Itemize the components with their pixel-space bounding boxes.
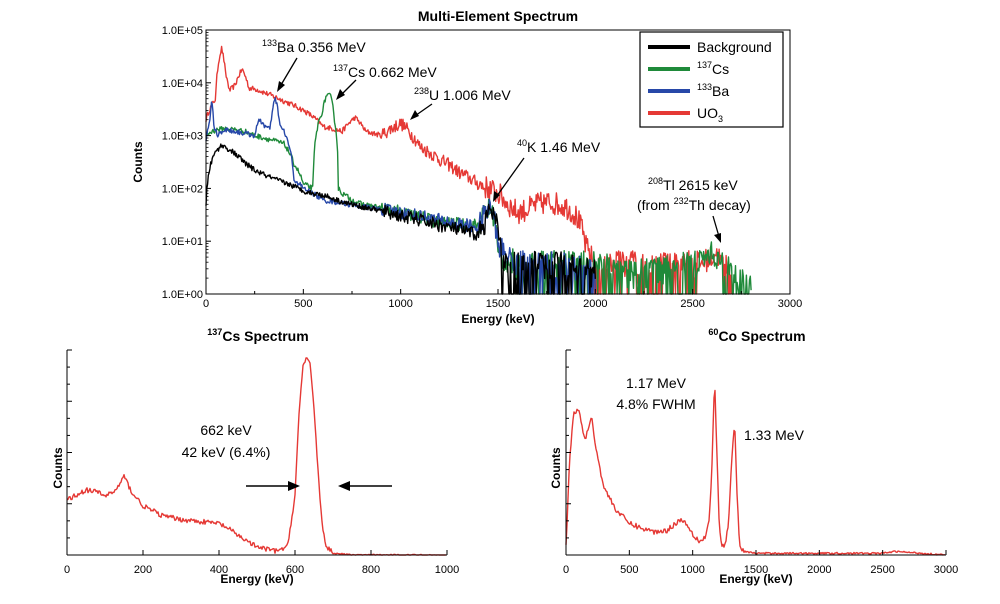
tl208-peak-label: 208Tl 2615 keV xyxy=(648,176,738,193)
co60-spectrum-title: 60Co Spectrum xyxy=(708,327,805,344)
legend-label-background: Background xyxy=(697,39,772,55)
cs137-x-axis-label: Energy (keV) xyxy=(220,572,293,586)
ba133-peak-label: 133Ba 0.356 MeV xyxy=(262,38,366,55)
co60-peak2-energy-label: 1.33 MeV xyxy=(744,427,805,443)
background-series-line xyxy=(205,143,596,295)
multi-element-x-tick-label: 1500 xyxy=(486,298,510,310)
multi-element-title: Multi-Element Spectrum xyxy=(418,8,578,24)
multi-element-x-tick-label: 2000 xyxy=(583,298,607,310)
co60-panel: 60Co Spectrum 0 500 1000 1500 2000 2500 3000 E… xyxy=(549,327,958,586)
cs137-peak-label: 137Cs 0.662 MeV xyxy=(333,63,437,80)
fwhm-right-arrowhead xyxy=(338,481,350,491)
multi-element-y-tick-label: 1.0E+02 xyxy=(162,183,203,195)
multi-element-legend: Background 137Cs 133Ba UO3 xyxy=(639,31,784,128)
k40-arrow xyxy=(493,157,525,201)
multi-element-y-tick-label: 1.0E+03 xyxy=(162,131,203,143)
x-tick-label: 2500 xyxy=(870,564,894,576)
legend-label-ba133: 133Ba xyxy=(697,82,729,99)
k40-peak-label: 40K 1.46 MeV xyxy=(517,138,601,155)
cs137-spectrum-title: 137Cs Spectrum xyxy=(207,327,308,344)
co60-peak1-energy-label: 1.17 MeV xyxy=(626,375,687,391)
u238-peak-label: 238U 1.006 MeV xyxy=(414,86,511,103)
x-tick-label: 600 xyxy=(286,564,304,576)
co60-x-axis-label: Energy (keV) xyxy=(719,572,792,586)
cs137-fwhm-label: 42 keV (6.4%) xyxy=(182,444,271,460)
multi-element-panel: Multi-Element Spectrum 0 500 1000 1500 2000 2… xyxy=(131,8,802,326)
multi-element-x-tick-label: 3000 xyxy=(778,298,802,310)
multi-element-x-tick-label: 0 xyxy=(203,298,209,310)
multi-element-x-tick-label: 500 xyxy=(294,298,312,310)
ba133-arrowhead xyxy=(277,81,285,92)
x-tick-label: 2000 xyxy=(807,564,831,576)
multi-element-x-axis-label: Energy (keV) xyxy=(461,312,534,326)
x-tick-label: 0 xyxy=(64,564,70,576)
spectrum-line xyxy=(565,389,946,556)
co60-fwhm-label: 4.8% FWHM xyxy=(616,396,695,412)
x-tick-label: 1000 xyxy=(435,564,459,576)
x-tick-label: 0 xyxy=(563,564,569,576)
u238-arrowhead xyxy=(410,110,419,120)
co60-y-axis-label: Counts xyxy=(549,447,563,489)
multi-element-x-tick-label: 2500 xyxy=(680,298,704,310)
multi-element-ticks: 0 500 1000 1500 2000 2500 3000 1.0E+00 1.0E+01 1.… xyxy=(162,25,803,310)
x-tick-label: 200 xyxy=(134,564,152,576)
x-tick-label: 3000 xyxy=(934,564,958,576)
multi-element-y-tick-label: 1.0E+00 xyxy=(162,289,203,301)
cs137-y-axis-label: Counts xyxy=(51,447,65,489)
legend-label-uo3: UO3 xyxy=(697,105,723,124)
co60-ticks: 0 500 1000 1500 2000 2500 3000 xyxy=(563,349,958,576)
x-tick-label: 800 xyxy=(362,564,380,576)
multi-element-annotations: 133Ba 0.356 MeV 137Cs 0.662 MeV 238U 1.0… xyxy=(262,38,751,243)
th232-source-label: (from 232Th decay) xyxy=(637,196,751,213)
x-tick-label: 400 xyxy=(210,564,228,576)
fwhm-left-arrowhead xyxy=(288,481,300,491)
x-tick-label: 1500 xyxy=(744,564,768,576)
x-tick-label: 1000 xyxy=(680,564,704,576)
k40-arrowhead xyxy=(493,191,500,202)
cs137-panel: 137Cs Spectrum 0 200 400 600 800 1000 Energy … xyxy=(51,327,459,586)
cs137-ticks: 0 200 400 600 800 1000 xyxy=(64,349,459,576)
multi-element-y-tick-label: 1.0E+04 xyxy=(162,78,203,90)
cs137-arrowhead xyxy=(336,89,345,100)
multi-element-x-tick-label: 1000 xyxy=(388,298,412,310)
tl208-arrowhead xyxy=(714,233,721,243)
multi-element-y-axis-label: Counts xyxy=(131,141,145,183)
multi-element-y-tick-label: 1.0E+01 xyxy=(162,236,203,248)
x-tick-label: 500 xyxy=(620,564,638,576)
legend-label-cs137: 137Cs xyxy=(697,60,729,77)
multi-element-y-tick-label: 1.0E+05 xyxy=(162,25,203,37)
co60-spectrum-series xyxy=(565,389,946,556)
cs137-peak-energy-label: 662 keV xyxy=(200,422,252,438)
